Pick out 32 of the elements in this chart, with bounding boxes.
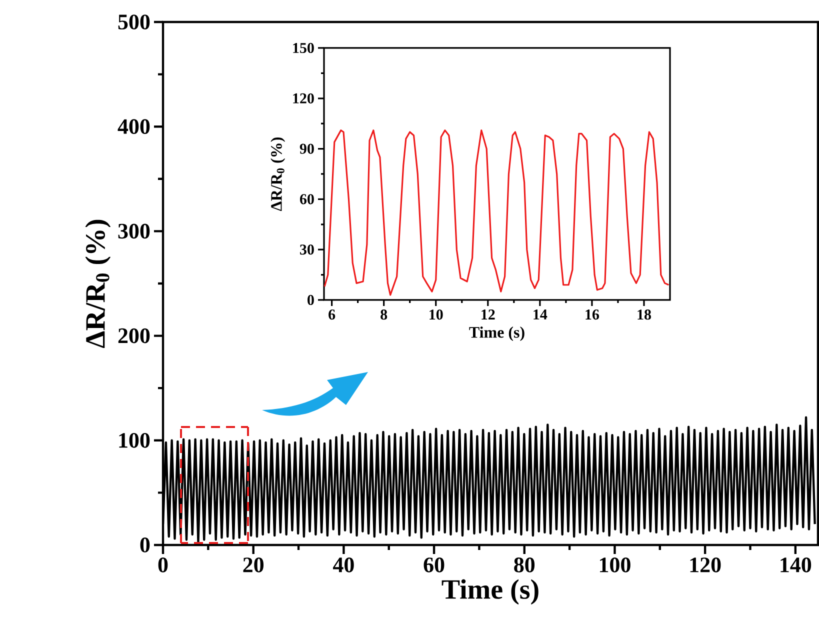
- x-tick-label: 40: [332, 558, 354, 572]
- y-tick-label: 30: [300, 244, 314, 255]
- x-tick-label: 16: [586, 310, 600, 320]
- x-tick-label: 8: [380, 310, 388, 320]
- x-tick-label: 60: [424, 558, 444, 572]
- y-tick-label: 0: [308, 294, 314, 306]
- y-tick-label: 100: [119, 432, 150, 448]
- y-tick-label: 500: [118, 14, 150, 30]
- y-tick-label: 0: [140, 538, 150, 552]
- y-axis-title: ΔR/R$_{0}$ (%): [270, 138, 286, 211]
- x-axis-title: Time (s): [442, 579, 538, 605]
- y-axis-title: ΔR/R$_{0}$ (%): [85, 220, 111, 348]
- y-tick-label: 400: [118, 119, 150, 134]
- y-tick-label: 150: [293, 42, 314, 54]
- y-tick-label: 200: [118, 328, 150, 344]
- x-tick-label: 20: [243, 558, 264, 572]
- x-tick-label: 120: [690, 558, 721, 572]
- x-tick-label: 80: [514, 558, 535, 572]
- x-tick-label: 14: [534, 310, 548, 320]
- y-tick-label: 120: [293, 93, 314, 104]
- x-axis-title: Time (s): [469, 326, 524, 342]
- x-tick-label: 12: [482, 310, 495, 320]
- x-tick-label: 10: [430, 310, 443, 320]
- line-series: [324, 130, 670, 296]
- y-tick-label: 90: [300, 144, 314, 154]
- x-tick-label: 18: [638, 310, 651, 320]
- y-tick-label: 300: [118, 224, 150, 239]
- x-tick-label: 0: [158, 558, 168, 572]
- x-tick-label: 100: [600, 558, 630, 572]
- x-tick-label: 6: [328, 310, 336, 320]
- x-tick-label: 140: [780, 558, 812, 572]
- y-tick-label: 60: [300, 194, 314, 204]
